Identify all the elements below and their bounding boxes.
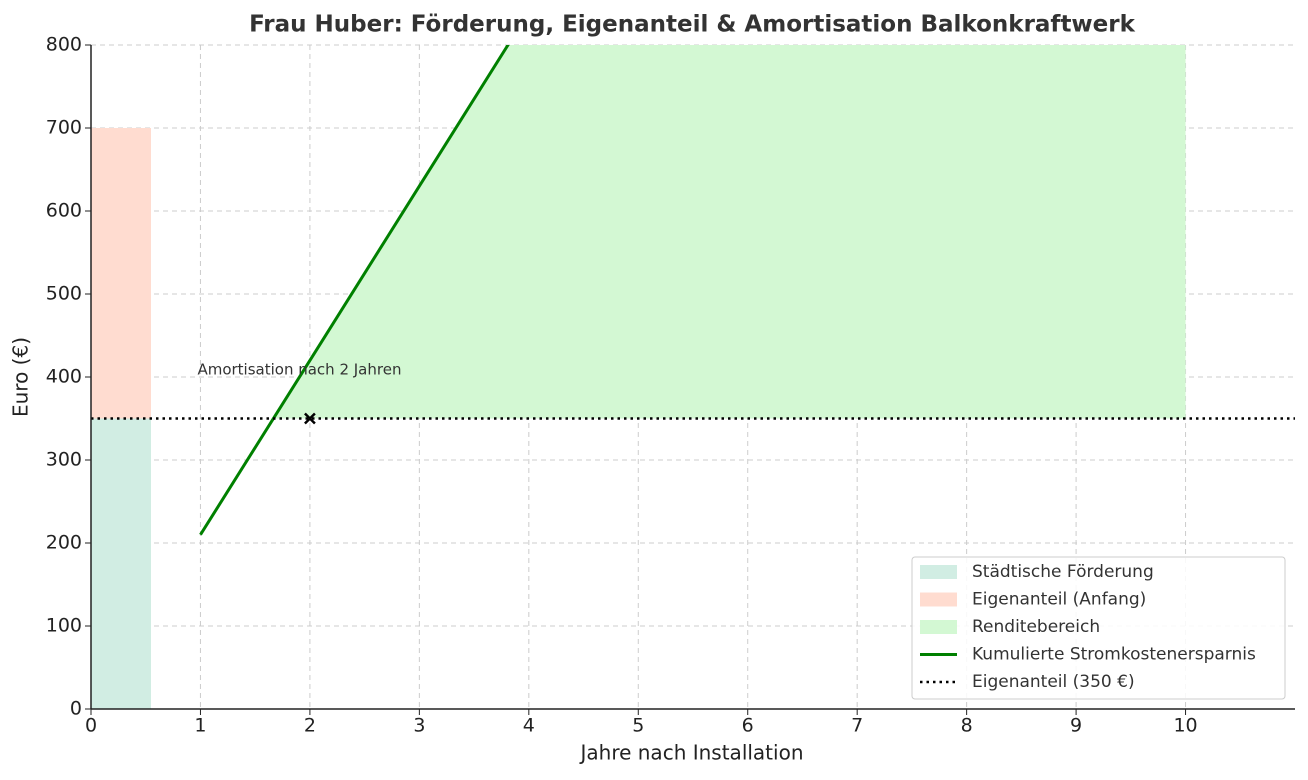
y-tick-label: 800	[46, 34, 82, 56]
annotation: Amortisation nach 2 Jahren	[197, 361, 401, 379]
y-tick-label: 200	[46, 532, 82, 554]
x-tick-label: 4	[523, 715, 535, 737]
y-axis-label: Euro (€)	[9, 337, 33, 417]
area	[200, 45, 1186, 419]
legend-swatch	[920, 565, 957, 579]
x-tick-label: 6	[742, 715, 754, 737]
legend-label: Eigenanteil (350 €)	[972, 672, 1135, 692]
y-tick-label: 300	[46, 449, 82, 471]
y-tick-label: 500	[46, 283, 82, 305]
y-tick-label: 700	[46, 117, 82, 139]
y-tick-label: 400	[46, 366, 82, 388]
x-axis-label: Jahre nach Installation	[578, 741, 803, 765]
marker	[304, 412, 316, 425]
x-tick-label: 7	[851, 715, 863, 737]
legend-label: Kumulierte Stromkostenersparnis	[972, 645, 1256, 665]
chart-title: Frau Huber: Förderung, Eigenanteil & Amo…	[249, 12, 1136, 38]
legend: Städtische Förderung Eigenanteil (Anfang)…	[911, 556, 1286, 700]
stack-segment	[91, 128, 151, 419]
legend-box	[911, 556, 1286, 700]
x-tick-label: 5	[632, 715, 644, 737]
x-tick-label: 0	[85, 715, 97, 737]
legend-label: Städtische Förderung	[972, 562, 1154, 582]
line	[199, 45, 510, 536]
legend-label: Eigenanteil (Anfang)	[972, 590, 1146, 610]
x-tick-label: 8	[961, 715, 973, 737]
plot-area	[91, 45, 1295, 709]
y-tick-label: 100	[46, 615, 82, 637]
stack-segment	[91, 418, 151, 709]
y-tick-label: 600	[46, 200, 82, 222]
x-tick-label: 9	[1070, 715, 1082, 737]
legend-swatch	[920, 592, 957, 607]
x-tick-label: 1	[194, 715, 206, 737]
x-tick-label: 3	[413, 715, 425, 737]
legend-swatch	[920, 620, 957, 634]
x-tick-label: 2	[304, 715, 316, 737]
y-tick-label: 0	[70, 698, 82, 720]
legend-label: Renditebereich	[972, 617, 1100, 637]
x-tick-label: 10	[1173, 715, 1197, 737]
